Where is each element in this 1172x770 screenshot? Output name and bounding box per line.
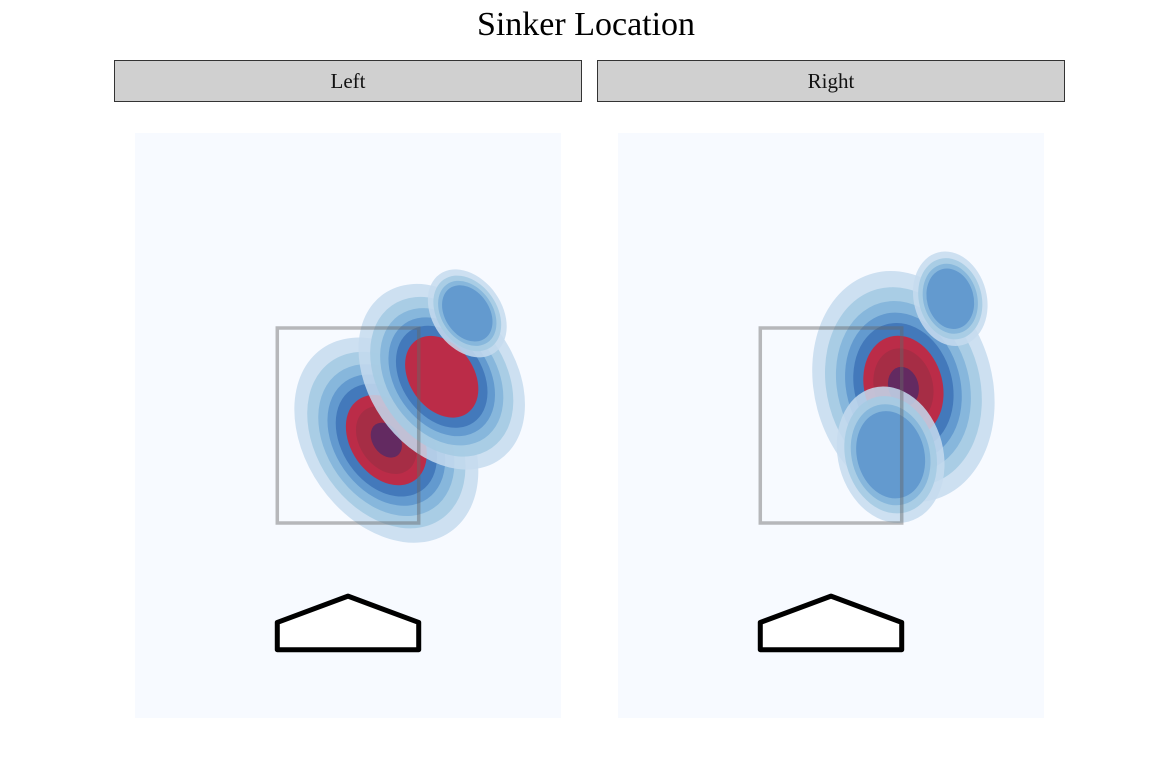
panel-right [618, 133, 1044, 718]
density-level-4 [926, 268, 975, 329]
density-level-6 [405, 335, 479, 418]
facet-label-right: Right [597, 60, 1065, 102]
home-plate [274, 593, 422, 653]
chart-title: Sinker Location [476, 6, 696, 43]
panel-left [135, 133, 561, 718]
home-plate [757, 593, 905, 653]
strike-zone [758, 326, 904, 525]
density-level-4 [442, 285, 493, 342]
strike-zone [275, 326, 421, 525]
facet-label-left: Left [114, 60, 582, 102]
density-level-4 [856, 411, 926, 499]
